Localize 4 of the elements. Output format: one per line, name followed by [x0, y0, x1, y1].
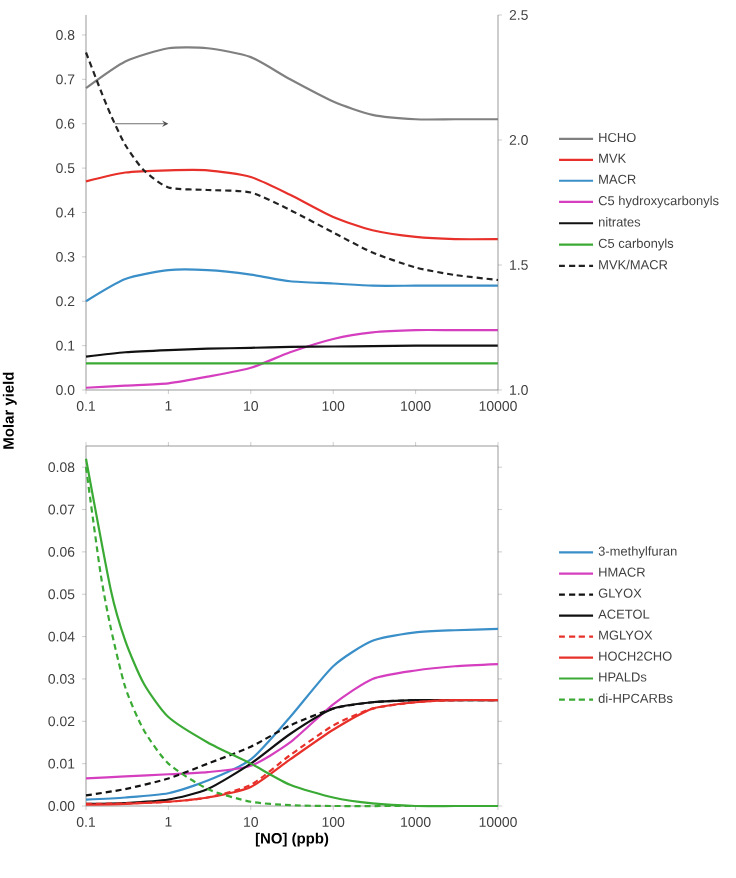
line-series: [84, 168, 500, 241]
line-series: [84, 663, 500, 780]
line-series: [84, 627, 500, 801]
line-series: [84, 268, 500, 303]
